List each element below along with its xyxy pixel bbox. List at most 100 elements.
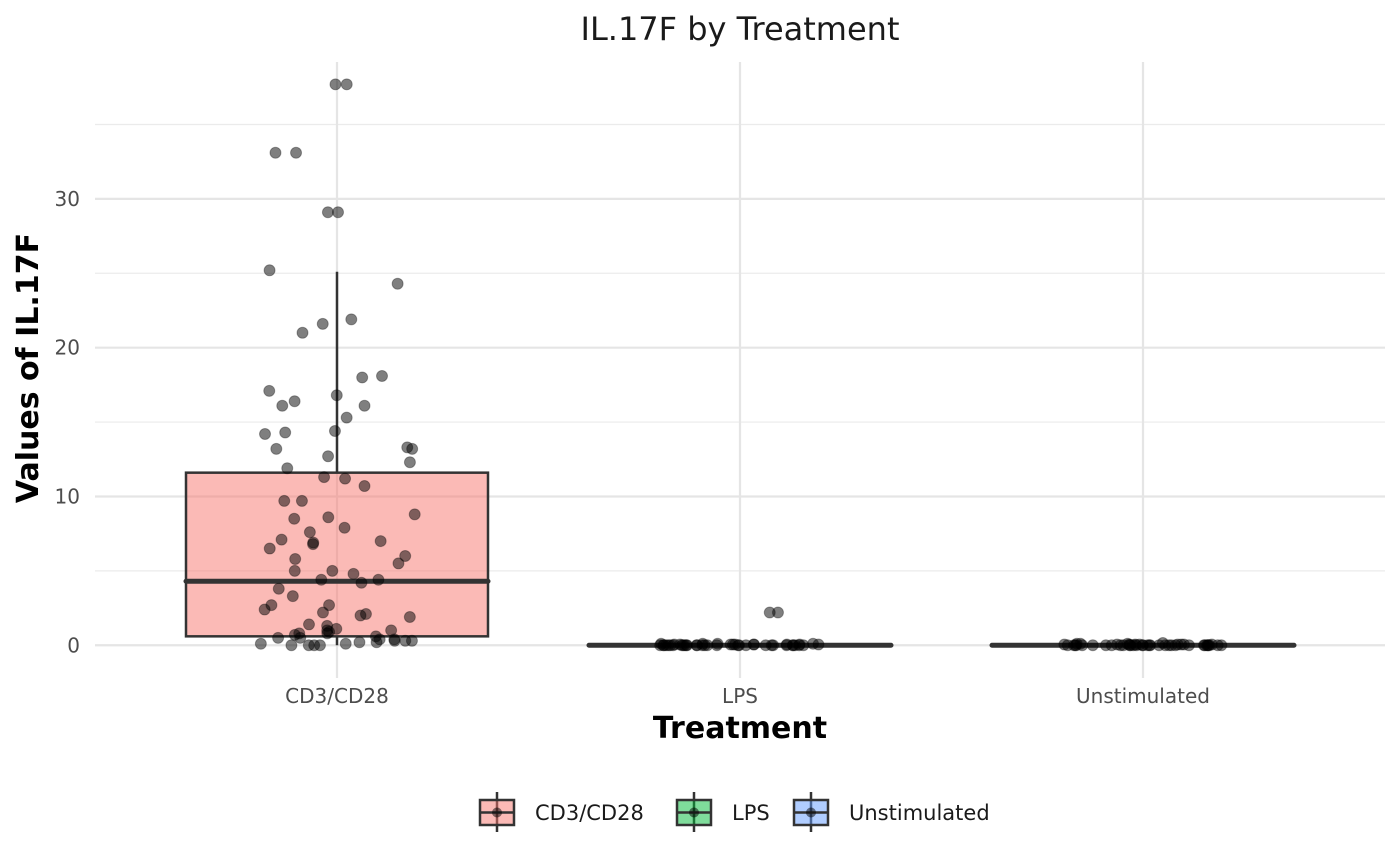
- x-tick-label: Unstimulated: [1076, 684, 1210, 708]
- data-point: [339, 472, 352, 485]
- data-point: [690, 639, 703, 652]
- data-point: [326, 564, 339, 577]
- data-point: [259, 427, 272, 440]
- x-axis-ticks: CD3/CD28 LPS Unstimulated: [285, 684, 1210, 708]
- data-point: [329, 78, 342, 91]
- data-point: [318, 471, 331, 484]
- data-point: [372, 573, 385, 586]
- data-point: [370, 636, 383, 649]
- legend-key-point: [492, 807, 502, 818]
- jitter-points-layer: [254, 78, 1228, 652]
- data-point: [295, 494, 308, 507]
- data-point: [354, 609, 367, 622]
- data-point: [321, 627, 334, 640]
- data-point: [315, 573, 328, 586]
- data-point: [290, 146, 303, 159]
- data-point: [732, 639, 745, 652]
- x-axis-title: Treatment: [653, 711, 827, 746]
- data-point: [289, 552, 302, 565]
- data-point: [286, 590, 299, 603]
- data-point: [759, 639, 772, 652]
- data-point: [1123, 639, 1136, 652]
- data-point: [281, 462, 294, 475]
- data-point: [780, 639, 793, 652]
- data-point: [307, 538, 320, 551]
- data-point: [294, 631, 307, 644]
- legend-label: LPS: [732, 801, 770, 825]
- box: [184, 471, 490, 638]
- y-tick-label: 30: [55, 187, 80, 211]
- data-point: [403, 610, 416, 623]
- data-point: [355, 576, 368, 589]
- data-point: [654, 639, 667, 652]
- x-tick-label: LPS: [722, 684, 758, 708]
- data-point: [275, 533, 288, 546]
- data-point: [263, 542, 276, 555]
- data-point: [812, 638, 825, 651]
- data-point: [338, 521, 351, 534]
- legend-label: Unstimulated: [849, 801, 990, 825]
- data-point: [1061, 639, 1074, 652]
- data-point: [356, 371, 369, 384]
- data-point: [1182, 639, 1195, 652]
- data-point: [288, 512, 301, 525]
- data-point: [347, 567, 360, 580]
- data-point: [313, 639, 326, 652]
- legend-label: CD3/CD28: [535, 801, 644, 825]
- data-point: [399, 549, 412, 562]
- data-point: [701, 639, 714, 652]
- y-axis-ticks: 0 10 20 30: [55, 187, 80, 657]
- data-point: [323, 599, 336, 612]
- y-tick-label: 0: [67, 633, 80, 657]
- data-point: [664, 639, 677, 652]
- data-point: [771, 606, 784, 619]
- data-point: [302, 618, 315, 631]
- data-point: [376, 369, 389, 382]
- data-point: [1076, 639, 1089, 652]
- legend-key-point: [806, 807, 816, 818]
- data-point: [340, 411, 353, 424]
- data-point: [340, 78, 353, 91]
- data-point: [406, 442, 419, 455]
- data-point: [285, 639, 298, 652]
- data-point: [278, 494, 291, 507]
- data-point: [296, 326, 309, 339]
- data-point: [272, 582, 285, 595]
- data-point: [680, 639, 693, 652]
- data-point: [258, 603, 271, 616]
- data-point: [269, 146, 282, 159]
- data-point: [322, 511, 335, 524]
- data-point: [279, 426, 292, 439]
- data-point: [388, 634, 401, 647]
- data-point: [358, 399, 371, 412]
- data-point: [332, 206, 345, 219]
- data-point: [1086, 639, 1099, 652]
- data-point: [321, 206, 334, 219]
- y-tick-label: 10: [55, 484, 80, 508]
- data-point: [358, 480, 371, 493]
- y-tick-label: 20: [55, 336, 80, 360]
- data-point: [1105, 639, 1118, 652]
- data-point: [353, 636, 366, 649]
- data-point: [328, 425, 341, 438]
- data-point: [316, 606, 329, 619]
- data-point: [270, 442, 283, 455]
- data-point: [1169, 639, 1182, 652]
- data-point: [339, 637, 352, 650]
- data-point: [403, 456, 416, 469]
- data-point: [408, 508, 421, 521]
- data-point: [272, 631, 285, 644]
- data-point: [345, 313, 358, 326]
- box-layer: [183, 271, 1297, 648]
- data-point: [1144, 639, 1157, 652]
- data-point: [263, 384, 276, 397]
- data-point: [288, 395, 301, 408]
- data-point: [1215, 639, 1228, 652]
- chart-title: IL.17F by Treatment: [581, 10, 900, 48]
- data-point: [288, 564, 301, 577]
- data-point: [374, 535, 387, 548]
- x-tick-label: CD3/CD28: [285, 684, 389, 708]
- data-point: [322, 450, 335, 463]
- data-point: [392, 557, 405, 570]
